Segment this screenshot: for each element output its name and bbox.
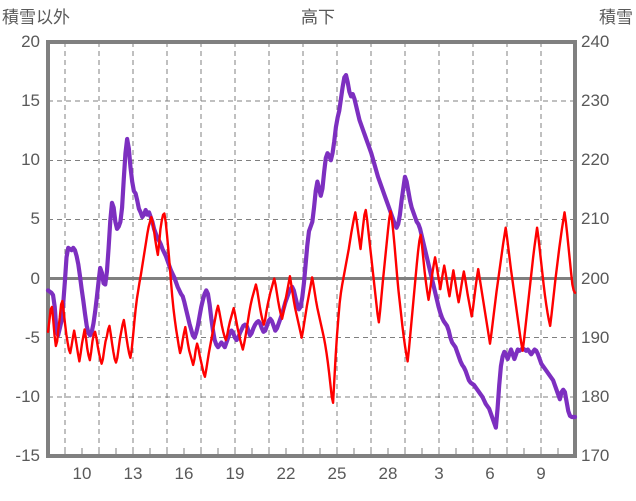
left-axis-tick-label: -15 (15, 446, 40, 465)
right-axis-tick-label: 240 (581, 32, 610, 51)
data-series-group (45, 73, 578, 430)
right-axis-tick-label: 220 (581, 150, 610, 170)
x-axis-tick-label: 19 (225, 464, 245, 483)
x-axis-tick-label: 6 (485, 464, 495, 483)
x-axis-tick-label: 3 (434, 464, 444, 483)
left-axis-tick-label: 0 (30, 268, 40, 288)
left-axis-tick-label: 20 (21, 32, 40, 51)
left-axis-tick-label: 10 (21, 150, 40, 170)
chart-title: 高下 (301, 8, 335, 27)
right-axis-title: 積雪 (599, 8, 633, 27)
x-axis-tick-label: 13 (123, 464, 143, 483)
right-axis-tick-label: 230 (581, 91, 610, 111)
right-axis-tick-label: 210 (581, 209, 610, 229)
vertical-gridlines (64, 42, 542, 456)
right-axis-tick-label: 170 (581, 446, 610, 465)
left-axis-tick-label: 5 (30, 209, 40, 229)
x-axis-tick-label: 16 (174, 464, 194, 483)
left-axis-tick-label: -5 (24, 327, 40, 347)
left-axis-tick-label: 15 (21, 91, 40, 111)
x-axis-ticks (64, 448, 559, 454)
right-axis-tick-label: 180 (581, 386, 610, 406)
right-axis-tick-label: 200 (581, 268, 610, 288)
x-axis-tick-label: 10 (72, 464, 92, 483)
right-axis-tick-label: 190 (581, 327, 610, 347)
x-axis-tick-label: 22 (276, 464, 296, 483)
plot-border (46, 40, 577, 458)
left-axis-tick-label: -10 (15, 386, 40, 406)
x-axis-tick-label: 25 (327, 464, 347, 483)
left-axis-title: 積雪以外 (2, 8, 70, 27)
x-axis-tick-label: 9 (536, 464, 546, 483)
x-axis-tick-label: 28 (378, 464, 398, 483)
